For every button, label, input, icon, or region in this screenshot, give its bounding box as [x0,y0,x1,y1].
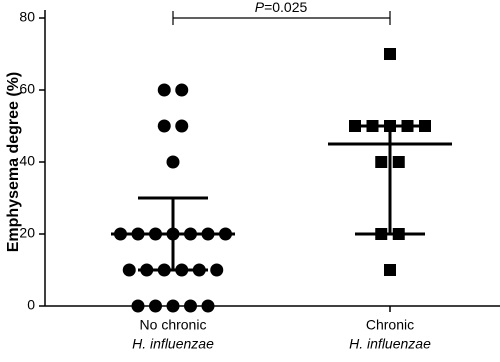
y-tick-label: 60 [19,81,35,97]
annotation-text: =0.025 [264,0,307,15]
point [122,263,136,277]
point [184,299,197,313]
point [157,119,171,133]
y-tick-label: 0 [27,297,35,313]
point [157,83,171,97]
point [375,156,388,168]
x-tick-sublabel: H. influenzae [132,336,214,352]
point [175,119,189,133]
bracket [172,11,391,25]
y-tick-label: 40 [19,153,35,169]
y-axis-label: Emphysema degree (%) [5,72,22,253]
point [149,299,162,313]
point [392,156,405,168]
x-tick-sublabel: H. influenzae [349,336,431,352]
point [384,48,396,60]
point [175,83,189,97]
point [210,263,224,277]
point [201,299,215,313]
y-tick-label: 80 [19,9,35,25]
point [166,155,180,169]
point [131,299,145,313]
annotation: P=0.025 [255,0,308,15]
annotation-italic: P [255,0,265,15]
x-tick-label: No chronic [140,317,207,333]
point [166,299,180,313]
y-tick-label: 20 [19,225,35,241]
point [384,264,396,276]
x-tick-label: Chronic [366,317,414,333]
